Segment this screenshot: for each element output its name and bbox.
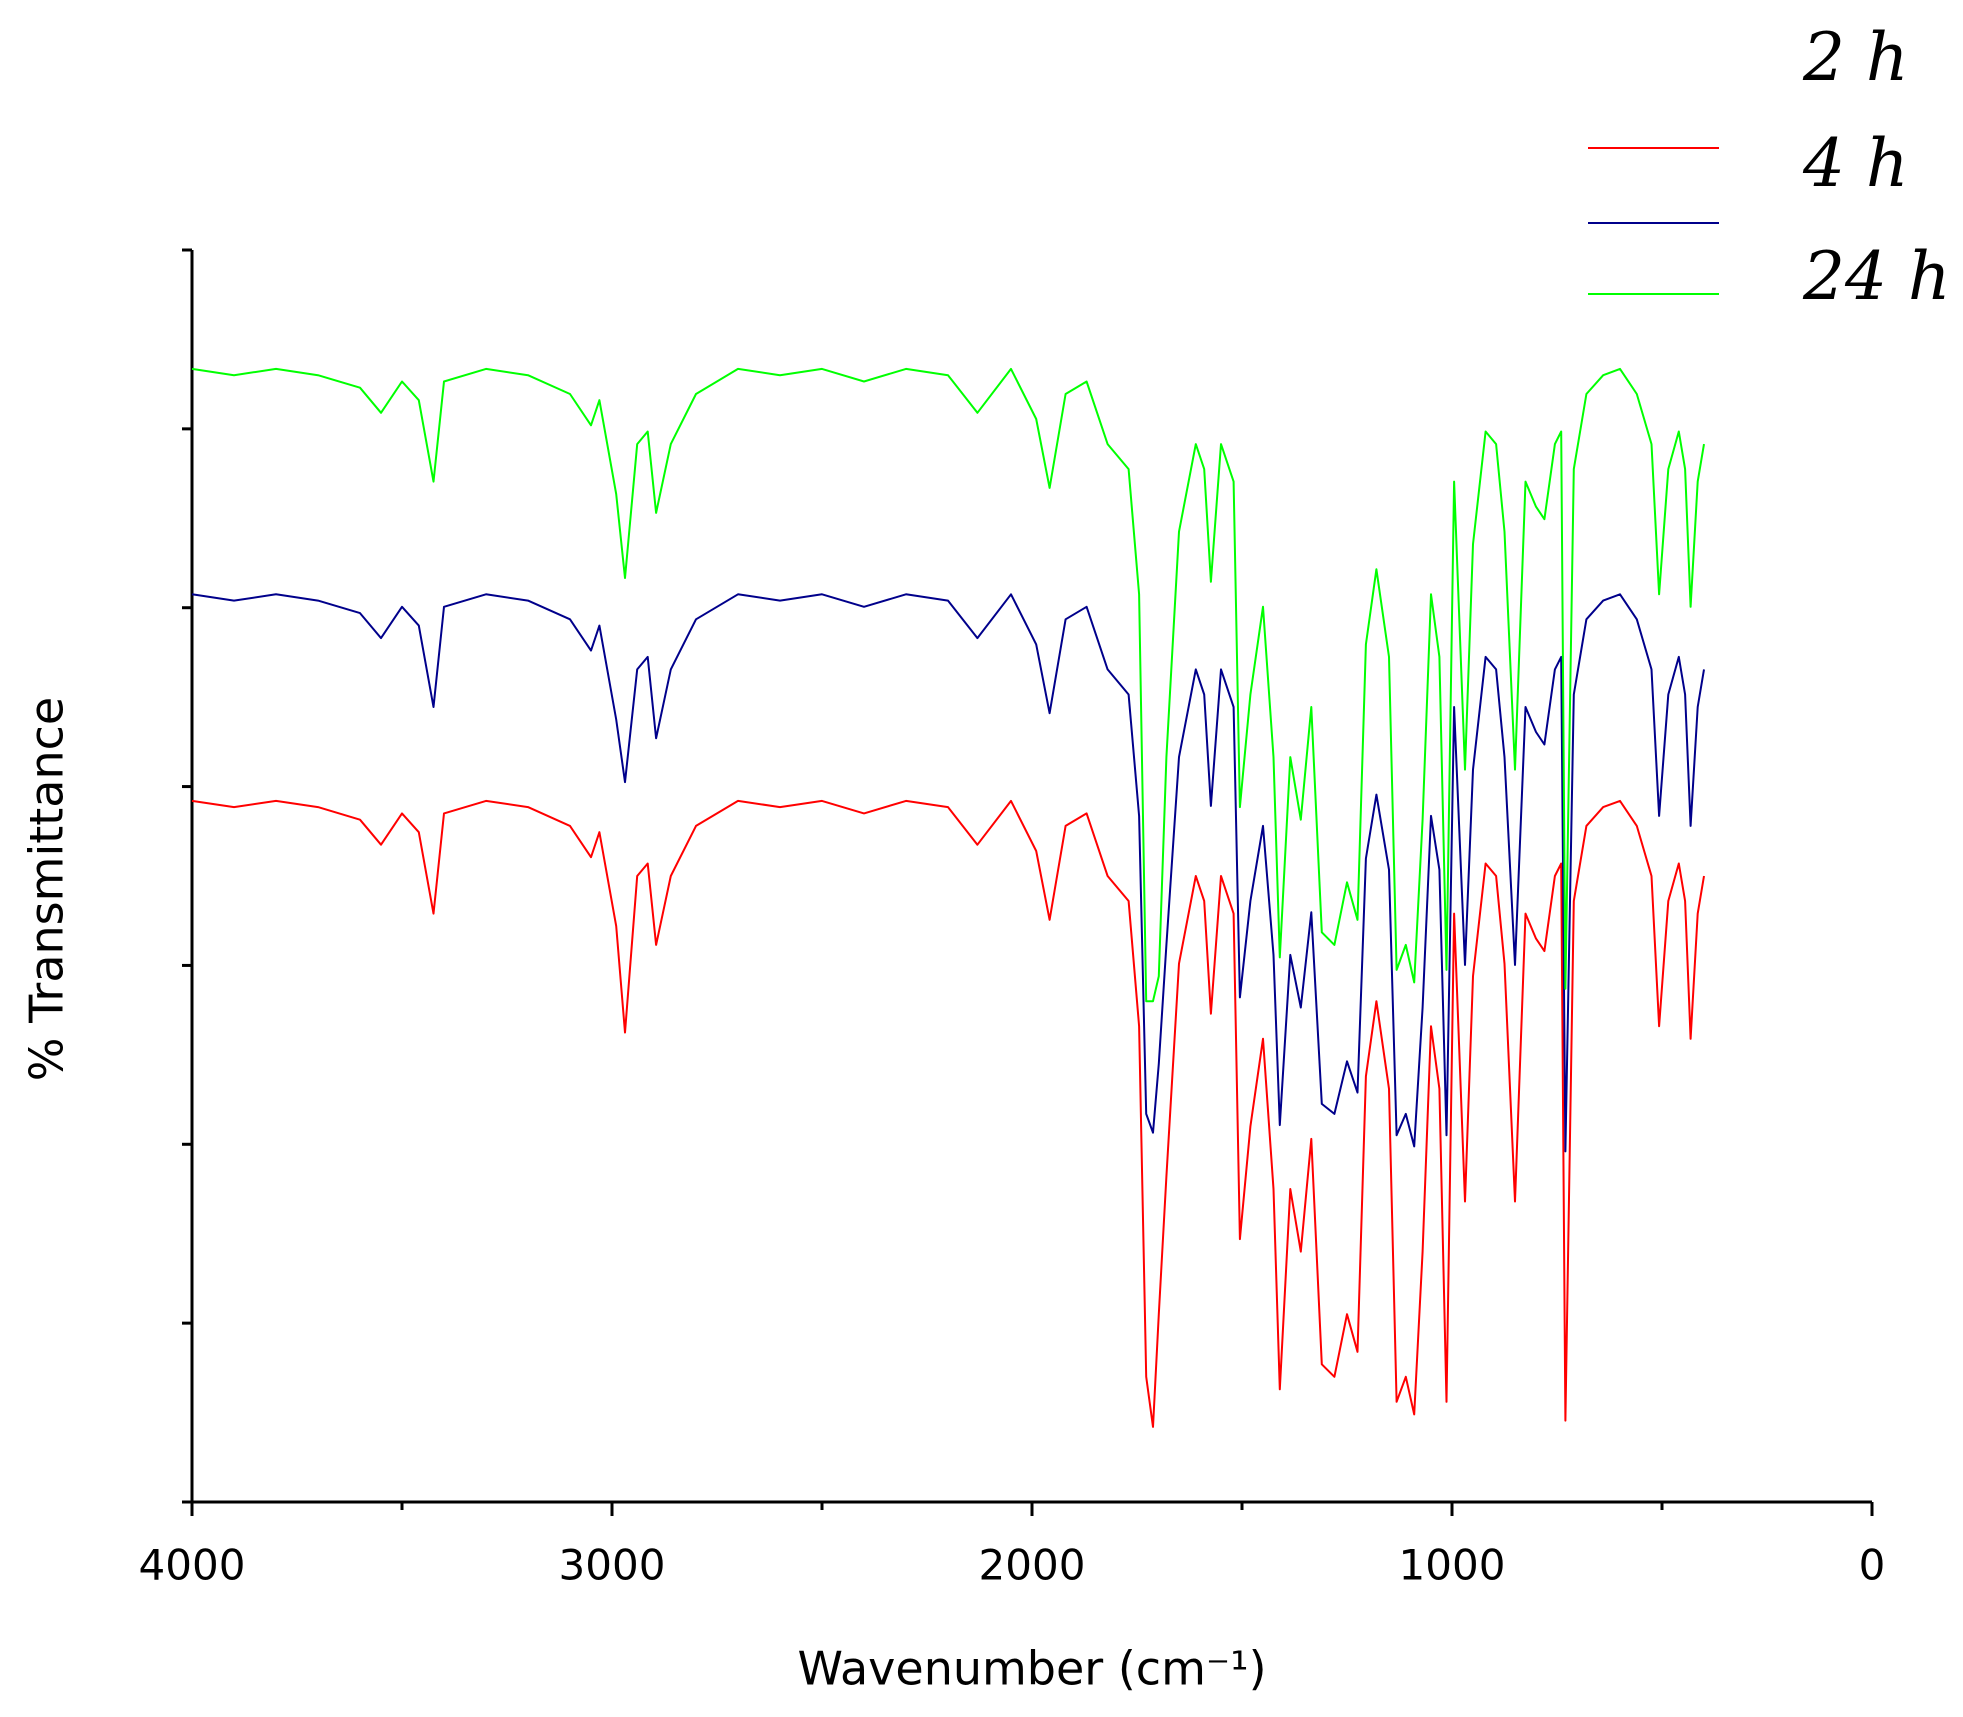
x-tick-label: 0 [1859,1541,1886,1590]
legend-label: 24 h [1802,238,1950,315]
x-tick-label: 1000 [1399,1541,1506,1590]
y-axis-title: % Transmittance [20,697,74,1082]
x-axis-title: Wavenumber (cm⁻¹) [797,1642,1266,1696]
spectrum-line [191,367,1705,1003]
spectrum-line [191,593,1705,1153]
x-tick-label: 3000 [559,1541,666,1590]
legend-label: 4 h [1802,125,1908,202]
x-tick-label: 2000 [979,1541,1086,1590]
x-tick-label: 4000 [139,1541,246,1590]
legend-label: 2 h [1802,19,1908,96]
spectrum-line [191,799,1705,1428]
